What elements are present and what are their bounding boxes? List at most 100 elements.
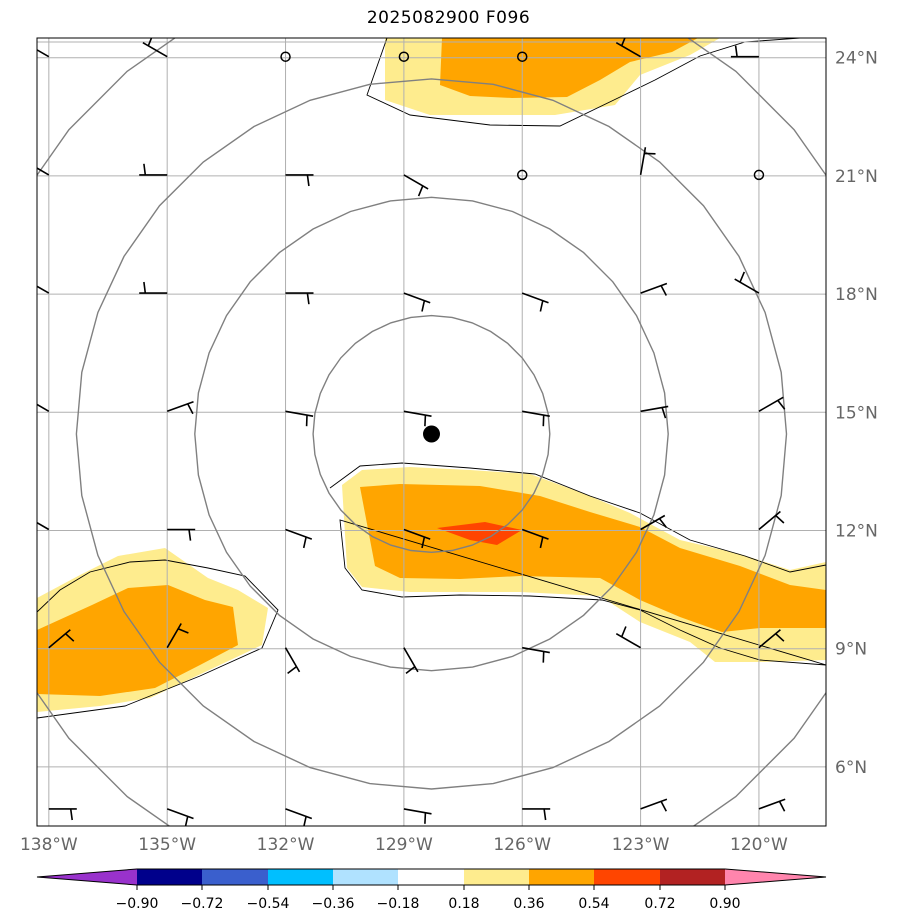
colorbar-segment-2	[268, 869, 333, 885]
wind-barb	[37, 285, 50, 294]
colorbar-segment-7	[594, 869, 660, 885]
field-shading-central	[342, 467, 826, 662]
wind-barb-calm	[516, 169, 528, 181]
colorbar-label-2: −0.54	[247, 896, 290, 912]
wind-barb	[730, 45, 759, 58]
wind-barb-calm	[280, 51, 291, 62]
wind-barb	[521, 292, 549, 312]
wind-barb	[758, 396, 786, 412]
lat-label-5: 21°N	[835, 167, 878, 187]
field-outlines	[37, 38, 826, 719]
wind-barb	[166, 400, 194, 415]
wind-barb	[37, 521, 50, 531]
wind-barb	[615, 626, 641, 649]
field-shading-southwest	[37, 548, 268, 712]
lat-label-0: 6°N	[835, 758, 867, 778]
lat-label-1: 9°N	[835, 640, 867, 660]
field-mid-central	[360, 484, 826, 632]
wind-barb	[142, 38, 168, 58]
wind-barb	[640, 798, 668, 812]
range-ring-1	[194, 196, 669, 672]
wind-barb	[522, 410, 550, 427]
colorbar-segment-1	[202, 869, 268, 885]
range-ring-0	[312, 314, 551, 554]
outline-southwest	[37, 559, 279, 719]
wind-barb	[166, 623, 189, 649]
map-title: 2025082900 F096	[366, 8, 531, 28]
colorbar-segment-8	[660, 869, 725, 885]
lon-label-3: 129°W	[375, 835, 433, 855]
wind-barb	[285, 410, 314, 427]
field-mid-southwest	[37, 585, 238, 696]
lon-label-1: 135°W	[138, 835, 196, 855]
colorbar-extend-high	[725, 869, 826, 885]
lat-label-2: 12°N	[835, 522, 878, 542]
lon-label-4: 126°W	[493, 835, 551, 855]
colorbar-label-0: −0.90	[116, 896, 159, 912]
longitude-labels: 138°W 135°W 132°W 129°W 126°W 123°W 120°W	[20, 835, 788, 855]
wind-barb	[403, 528, 431, 549]
wind-barb	[166, 808, 194, 826]
wind-barb	[521, 528, 549, 549]
lon-label-0: 138°W	[20, 835, 78, 855]
colorbar-label-3: −0.36	[312, 896, 355, 912]
lon-label-5: 123°W	[612, 835, 670, 855]
lat-label-3: 15°N	[835, 403, 878, 423]
colorbar-segment-0	[137, 869, 202, 885]
map-gridlines	[37, 38, 826, 826]
colorbar-label-8: 0.72	[644, 896, 675, 912]
wind-barb	[403, 292, 431, 312]
wind-barb	[285, 292, 314, 305]
wind-barb	[640, 514, 667, 531]
wind-barb	[640, 282, 668, 296]
colorbar-label-5: 0.18	[448, 896, 479, 912]
wind-barb	[139, 163, 168, 176]
wind-barb-calm	[516, 51, 528, 62]
wind-barb	[522, 808, 551, 821]
lon-label-2: 132°W	[257, 835, 315, 855]
map-frame	[36, 37, 827, 827]
wind-barb-calm	[753, 169, 765, 181]
wind-barb	[285, 174, 314, 187]
wind-barb	[285, 528, 313, 549]
colorbar-label-9: 0.90	[709, 896, 740, 912]
field-shading-north	[385, 38, 720, 115]
colorbar-label-4: −0.18	[377, 896, 420, 912]
colorbar: −0.90 −0.72 −0.54 −0.36 −0.18 0.18 0.36 0.54 0.7…	[36, 868, 827, 912]
wind-barb-calm	[398, 51, 410, 62]
lon-label-6: 120°W	[730, 835, 788, 855]
wind-barb	[758, 510, 785, 531]
colorbar-label-6: 0.36	[513, 896, 544, 912]
wind-barb	[37, 48, 50, 58]
wind-barb	[640, 405, 669, 419]
wind-barb	[758, 798, 786, 812]
outline-central	[329, 462, 826, 666]
storm-center-marker	[423, 425, 440, 443]
colorbar-label-1: −0.72	[181, 896, 224, 912]
wind-barb	[734, 271, 760, 294]
field-high-central	[437, 522, 522, 545]
wind-barb	[403, 647, 419, 675]
colorbar-segment-3	[333, 869, 398, 885]
range-ring-2	[75, 78, 788, 790]
colorbar-extend-low	[37, 869, 137, 885]
wind-barb	[167, 528, 196, 541]
wind-barb	[48, 808, 77, 821]
wind-barb	[48, 629, 75, 649]
colorbar-segment-4	[398, 869, 464, 885]
wind-barbs	[37, 38, 786, 826]
wind-barb	[758, 629, 785, 649]
wind-barb	[37, 167, 50, 176]
colorbar-segment-6	[529, 869, 594, 885]
wind-barb	[284, 647, 301, 675]
wind-barb	[285, 808, 313, 826]
outline-north	[366, 38, 801, 127]
wind-barb	[639, 147, 656, 176]
colorbar-label-7: 0.54	[578, 896, 609, 912]
wind-barb	[403, 808, 432, 824]
wind-barb	[37, 403, 50, 412]
wind-barb	[403, 174, 429, 197]
